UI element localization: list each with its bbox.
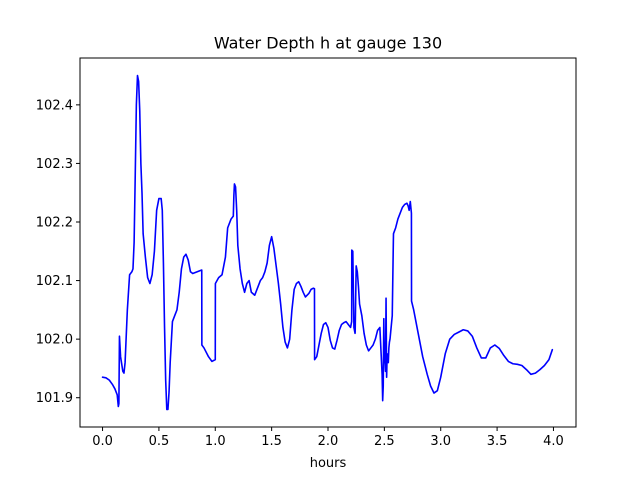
x-tick-label: 0.5 [149,434,170,449]
x-tick-label: 2.0 [318,434,339,449]
x-tick-label: 3.5 [487,434,508,449]
x-tick-label: 0.0 [92,434,113,449]
series-layer [101,74,554,411]
x-tick-label: 4.0 [543,434,564,449]
x-tick-label: 3.0 [430,434,451,449]
x-axis: 0.0 0.5 1.0 1.5 2.0 2.5 3.0 3.5 4.0 [92,427,564,449]
x-tick-label: 2.5 [374,434,395,449]
y-tick-label: 102.4 [36,98,73,113]
y-tick-label: 102.2 [36,216,73,231]
chart-title: Water Depth h at gauge 130 [214,34,442,53]
x-tick-label: 1.0 [205,434,226,449]
y-tick-label: 102.3 [36,157,73,172]
x-tick-label: 1.5 [261,434,282,449]
y-tick-label: 101.9 [36,391,73,406]
y-tick-label: 102.1 [36,274,73,289]
x-axis-label: hours [310,456,347,471]
y-tick-label: 102.0 [36,333,73,348]
series-line-0 [101,74,554,411]
y-axis: 101.9 102.0 102.1 102.2 102.3 102.4 [36,98,80,406]
